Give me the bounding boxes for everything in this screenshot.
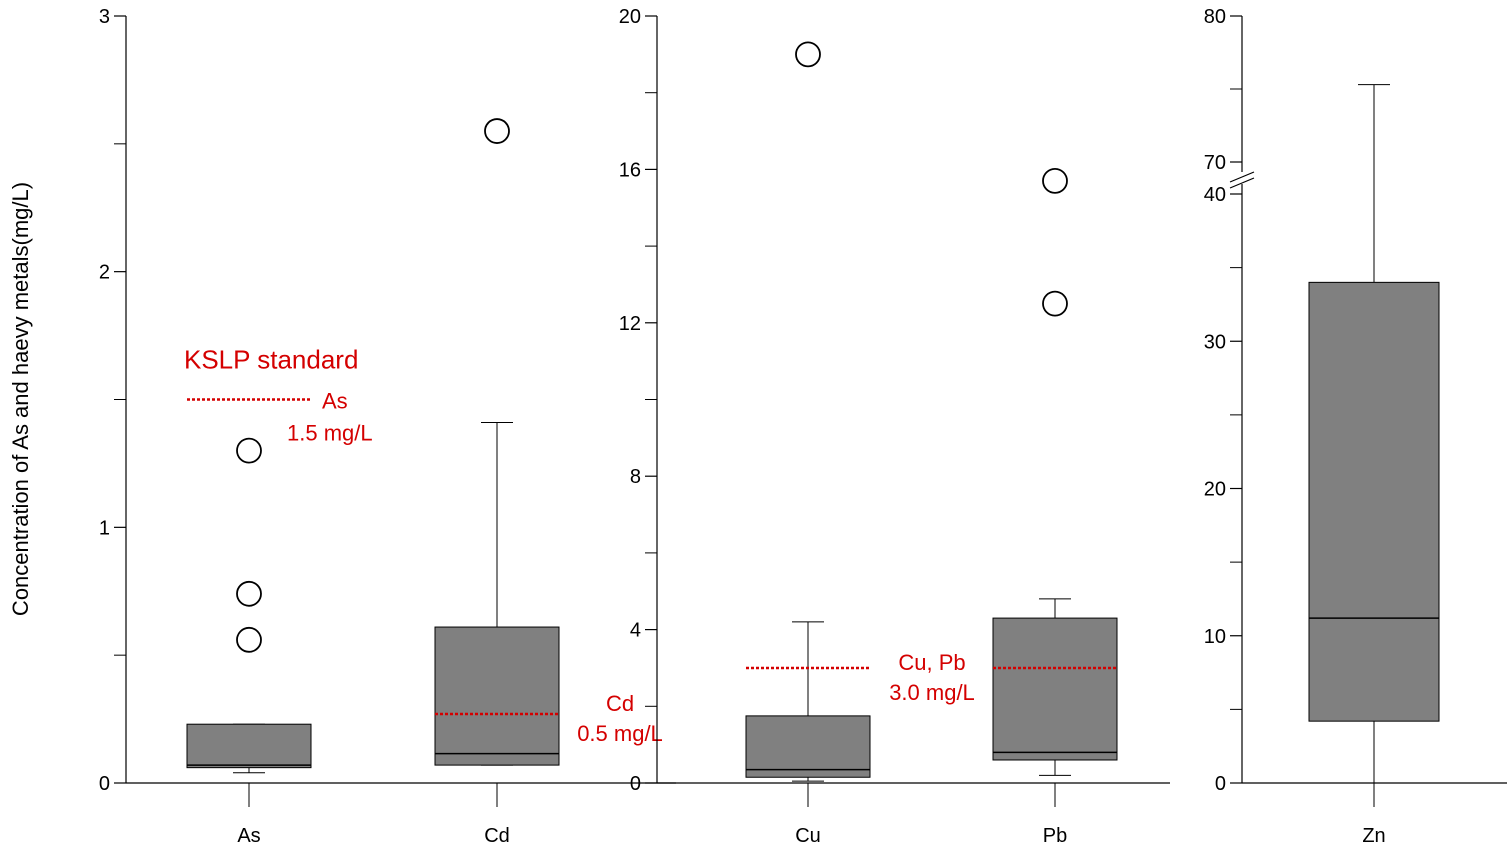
standard-label: As xyxy=(322,389,348,414)
outlier-point xyxy=(236,580,262,607)
x-tick-label: Cu xyxy=(795,825,821,847)
standard-title: KSLP standard xyxy=(184,345,358,375)
box-iqr xyxy=(186,723,312,769)
standard-std-cu-pb: Cu, Pb 3.0 mg/L xyxy=(746,650,1117,705)
box-iqr xyxy=(992,617,1118,761)
box-cu: Cu xyxy=(745,41,871,847)
standard-std-cd: Cd 0.5 mg/L xyxy=(435,691,663,746)
outlier-point xyxy=(1042,290,1068,317)
box-cd: Cd xyxy=(434,118,560,847)
y-tick-label: 16 xyxy=(619,159,641,181)
y-axis-label: Concentration of As and haevy metals(mg/… xyxy=(8,182,33,616)
y-tick-label: 4 xyxy=(630,620,641,642)
panel-1: 0 4 8 12 16 20 Cu Pb Cu, Pb 3.0 mg/L xyxy=(619,6,1170,847)
outlier-point xyxy=(236,437,262,464)
y-tick-label: 70 xyxy=(1204,152,1226,174)
box-iqr xyxy=(745,715,871,778)
y-tick-label: 1 xyxy=(99,517,110,539)
y-tick-label: 20 xyxy=(1204,479,1226,501)
y-tick-label: 10 xyxy=(1204,626,1226,648)
box-iqr xyxy=(434,626,560,766)
outlier-point xyxy=(795,41,821,68)
y-tick-label: 8 xyxy=(630,466,641,488)
y-tick-label: 12 xyxy=(619,313,641,335)
y-tick-label: 0 xyxy=(630,773,641,795)
y-tick-label: 40 xyxy=(1204,184,1226,206)
x-tick-label: Pb xyxy=(1043,825,1067,847)
axis-break-mark xyxy=(1229,177,1255,189)
axis-break-mark xyxy=(1229,171,1255,183)
outlier-point xyxy=(484,118,510,144)
x-tick-label: Cd xyxy=(484,825,510,847)
y-tick-label: 80 xyxy=(1204,6,1226,28)
y-tick-label: 0 xyxy=(99,773,110,795)
box-iqr xyxy=(1308,281,1440,722)
box-as: As xyxy=(186,437,312,847)
y-tick-label: 30 xyxy=(1204,331,1226,353)
standard-label: 0.5 mg/L xyxy=(577,721,663,746)
standard-label: 3.0 mg/L xyxy=(889,680,975,705)
standard-std-as: As 1.5 mg/L KSLP standard xyxy=(184,345,373,446)
y-tick-label: 0 xyxy=(1215,773,1226,795)
box-zn: Zn xyxy=(1308,84,1440,847)
box-pb: Pb xyxy=(992,168,1118,847)
standard-label: Cd xyxy=(606,691,634,716)
x-tick-label: Zn xyxy=(1362,825,1385,847)
y-tick-label: 3 xyxy=(99,6,110,28)
y-tick-label: 20 xyxy=(619,6,641,28)
panel-2: 0 10 20 30 40 70 80 Zn xyxy=(1204,6,1507,847)
outlier-point xyxy=(1042,168,1068,194)
outlier-point xyxy=(236,626,262,653)
y-tick-label: 2 xyxy=(99,262,110,284)
standard-label: 1.5 mg/L xyxy=(287,421,373,446)
x-tick-label: As xyxy=(237,825,260,847)
standard-label: Cu, Pb xyxy=(898,650,965,675)
